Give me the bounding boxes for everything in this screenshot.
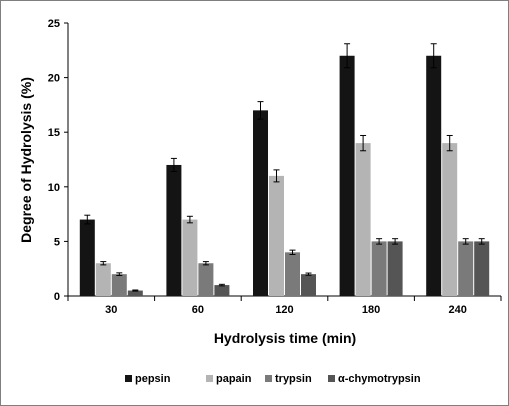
bar bbox=[301, 274, 316, 296]
bar bbox=[79, 219, 95, 296]
bar bbox=[111, 274, 127, 296]
bar bbox=[214, 285, 230, 296]
x-tick-label: 60 bbox=[192, 304, 204, 316]
y-tick-label: 25 bbox=[48, 18, 60, 30]
y-tick-label: 20 bbox=[48, 73, 60, 85]
x-tick-label: 120 bbox=[275, 304, 293, 316]
plot-area: 0 5 10 15 20 25 30 60 120 180 240 bbox=[48, 18, 502, 316]
bar bbox=[339, 55, 355, 297]
legend-swatch bbox=[206, 375, 213, 382]
legend-swatch bbox=[125, 375, 132, 382]
bar bbox=[371, 241, 387, 296]
bar bbox=[269, 175, 284, 296]
bar bbox=[127, 290, 143, 296]
bar bbox=[355, 143, 371, 296]
y-tick-label: 10 bbox=[48, 182, 60, 194]
x-tick-label: 240 bbox=[449, 304, 467, 316]
y-tick-label: 15 bbox=[48, 127, 60, 139]
y-axis-title: Degree of Hydrolysis (%) bbox=[18, 77, 34, 243]
legend-swatch bbox=[328, 375, 335, 382]
bar bbox=[198, 263, 214, 296]
bar bbox=[458, 241, 474, 296]
legend-label: trypsin bbox=[275, 373, 312, 385]
bar bbox=[95, 263, 111, 296]
bar bbox=[442, 143, 458, 296]
legend-swatch bbox=[265, 375, 272, 382]
legend-label: α-chymotrypsin bbox=[338, 373, 421, 385]
bar bbox=[426, 55, 442, 297]
y-tick-label: 0 bbox=[54, 291, 60, 303]
bar bbox=[253, 110, 268, 296]
x-axis-title: Hydrolysis time (min) bbox=[214, 330, 356, 346]
x-tick-label: 30 bbox=[105, 304, 117, 316]
bar bbox=[166, 164, 182, 296]
bar bbox=[387, 241, 403, 296]
y-tick-label: 5 bbox=[54, 236, 60, 248]
bar bbox=[474, 241, 490, 296]
legend: pepsin papain trypsin α-chymotrypsin bbox=[125, 373, 421, 385]
bar bbox=[285, 252, 300, 296]
bar bbox=[182, 219, 198, 296]
legend-label: pepsin bbox=[135, 373, 171, 385]
x-tick-label: 180 bbox=[362, 304, 380, 316]
legend-label: papain bbox=[216, 373, 252, 385]
